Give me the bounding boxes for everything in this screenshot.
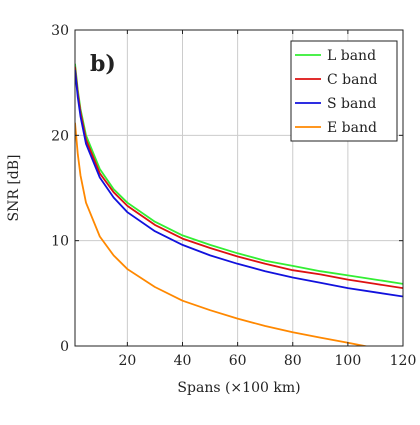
ticks: 20 40 60 80 100 120 0 10 20 30 xyxy=(51,23,416,369)
series-lines xyxy=(75,63,403,346)
legend-box xyxy=(290,40,398,142)
series-line xyxy=(75,122,370,346)
y-tick-label: 10 xyxy=(51,234,69,250)
legend: L band C band S band E band xyxy=(290,40,398,142)
legend-label: E band xyxy=(327,120,377,136)
y-tick-label: 30 xyxy=(51,23,69,39)
plot-frame xyxy=(74,29,404,347)
x-tick-label: 80 xyxy=(284,353,302,369)
y-axis-title: SNR [dB] xyxy=(6,154,22,221)
x-tick-label: 100 xyxy=(335,353,362,369)
y-tick-label: 20 xyxy=(51,128,69,144)
x-tick-label: 40 xyxy=(174,353,192,369)
x-tick-label: 60 xyxy=(229,353,247,369)
legend-label: C band xyxy=(327,72,377,88)
legend-label: S band xyxy=(327,96,376,112)
x-tick-label: 120 xyxy=(390,353,417,369)
panel-label: b) xyxy=(90,51,116,77)
legend-label: L band xyxy=(327,48,376,64)
x-tick-label: 20 xyxy=(118,353,136,369)
series-line xyxy=(75,69,403,298)
x-axis-title: Spans (×100 km) xyxy=(177,380,300,396)
y-tick-label: 0 xyxy=(60,339,69,355)
